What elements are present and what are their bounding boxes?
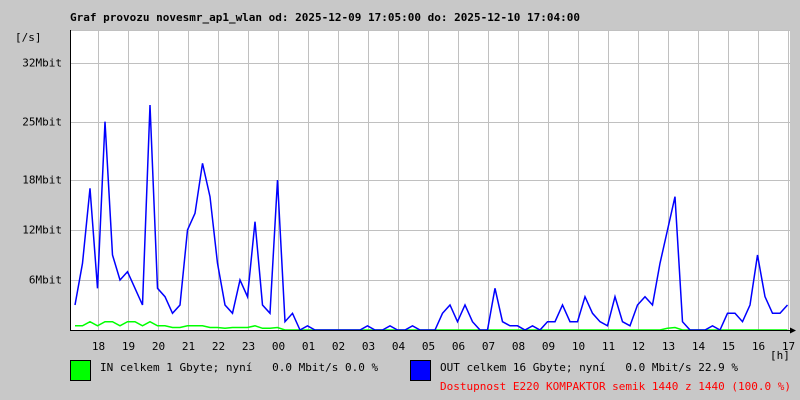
x-tick-label: 15 [722, 340, 735, 353]
x-tick-label: 12 [632, 340, 645, 353]
legend-entry: IN celkem 1 Gbyte; nyní 0.0 Mbit/s 0.0 % [100, 361, 379, 374]
x-tick-label: 20 [152, 340, 165, 353]
x-tick-label: 14 [692, 340, 706, 353]
chart-title: Graf provozu novesmr_ap1_wlan od: 2025-1… [70, 11, 580, 24]
x-axis-arrow [790, 327, 796, 334]
x-tick-label: 05 [422, 340, 435, 353]
legend-swatch-in [70, 360, 91, 381]
x-tick-label: 21 [182, 340, 195, 353]
y-tick-label: 12Mbit [22, 224, 62, 237]
x-tick-label: 09 [542, 340, 555, 353]
y-tick-label: 25Mbit [22, 116, 62, 129]
x-axis-label: [h] [770, 349, 790, 362]
x-tick-label: 13 [662, 340, 675, 353]
x-tick-label: 03 [362, 340, 375, 353]
x-tick-label: 07 [482, 340, 495, 353]
x-tick-label: 04 [392, 340, 406, 353]
x-tick-label: 06 [452, 340, 465, 353]
x-tick-label: 22 [212, 340, 225, 353]
x-tick-label: 18 [92, 340, 105, 353]
y-axis-label: [/s] [15, 31, 42, 44]
x-tick-label: 19 [122, 340, 135, 353]
y-tick-label: 6Mbit [29, 274, 62, 287]
x-tick-label: 23 [242, 340, 255, 353]
legend-swatch-out [410, 360, 431, 381]
x-tick-label: 01 [302, 340, 315, 353]
x-tick-label: 16 [752, 340, 765, 353]
x-tick-label: 02 [332, 340, 345, 353]
legend-entry: OUT celkem 16 Gbyte; nyní 0.0 Mbit/s 22.… [440, 361, 738, 374]
availability-note: Dostupnost E220 KOMPAKTOR semik 1440 z 1… [440, 380, 791, 393]
x-tick-label: 10 [572, 340, 585, 353]
x-tick-label: 17 [782, 340, 795, 353]
y-tick-label: 18Mbit [22, 174, 62, 187]
x-tick-label: 00 [272, 340, 285, 353]
x-tick-label: 08 [512, 340, 525, 353]
y-tick-label: 32Mbit [22, 57, 62, 70]
x-tick-label: 11 [602, 340, 615, 353]
